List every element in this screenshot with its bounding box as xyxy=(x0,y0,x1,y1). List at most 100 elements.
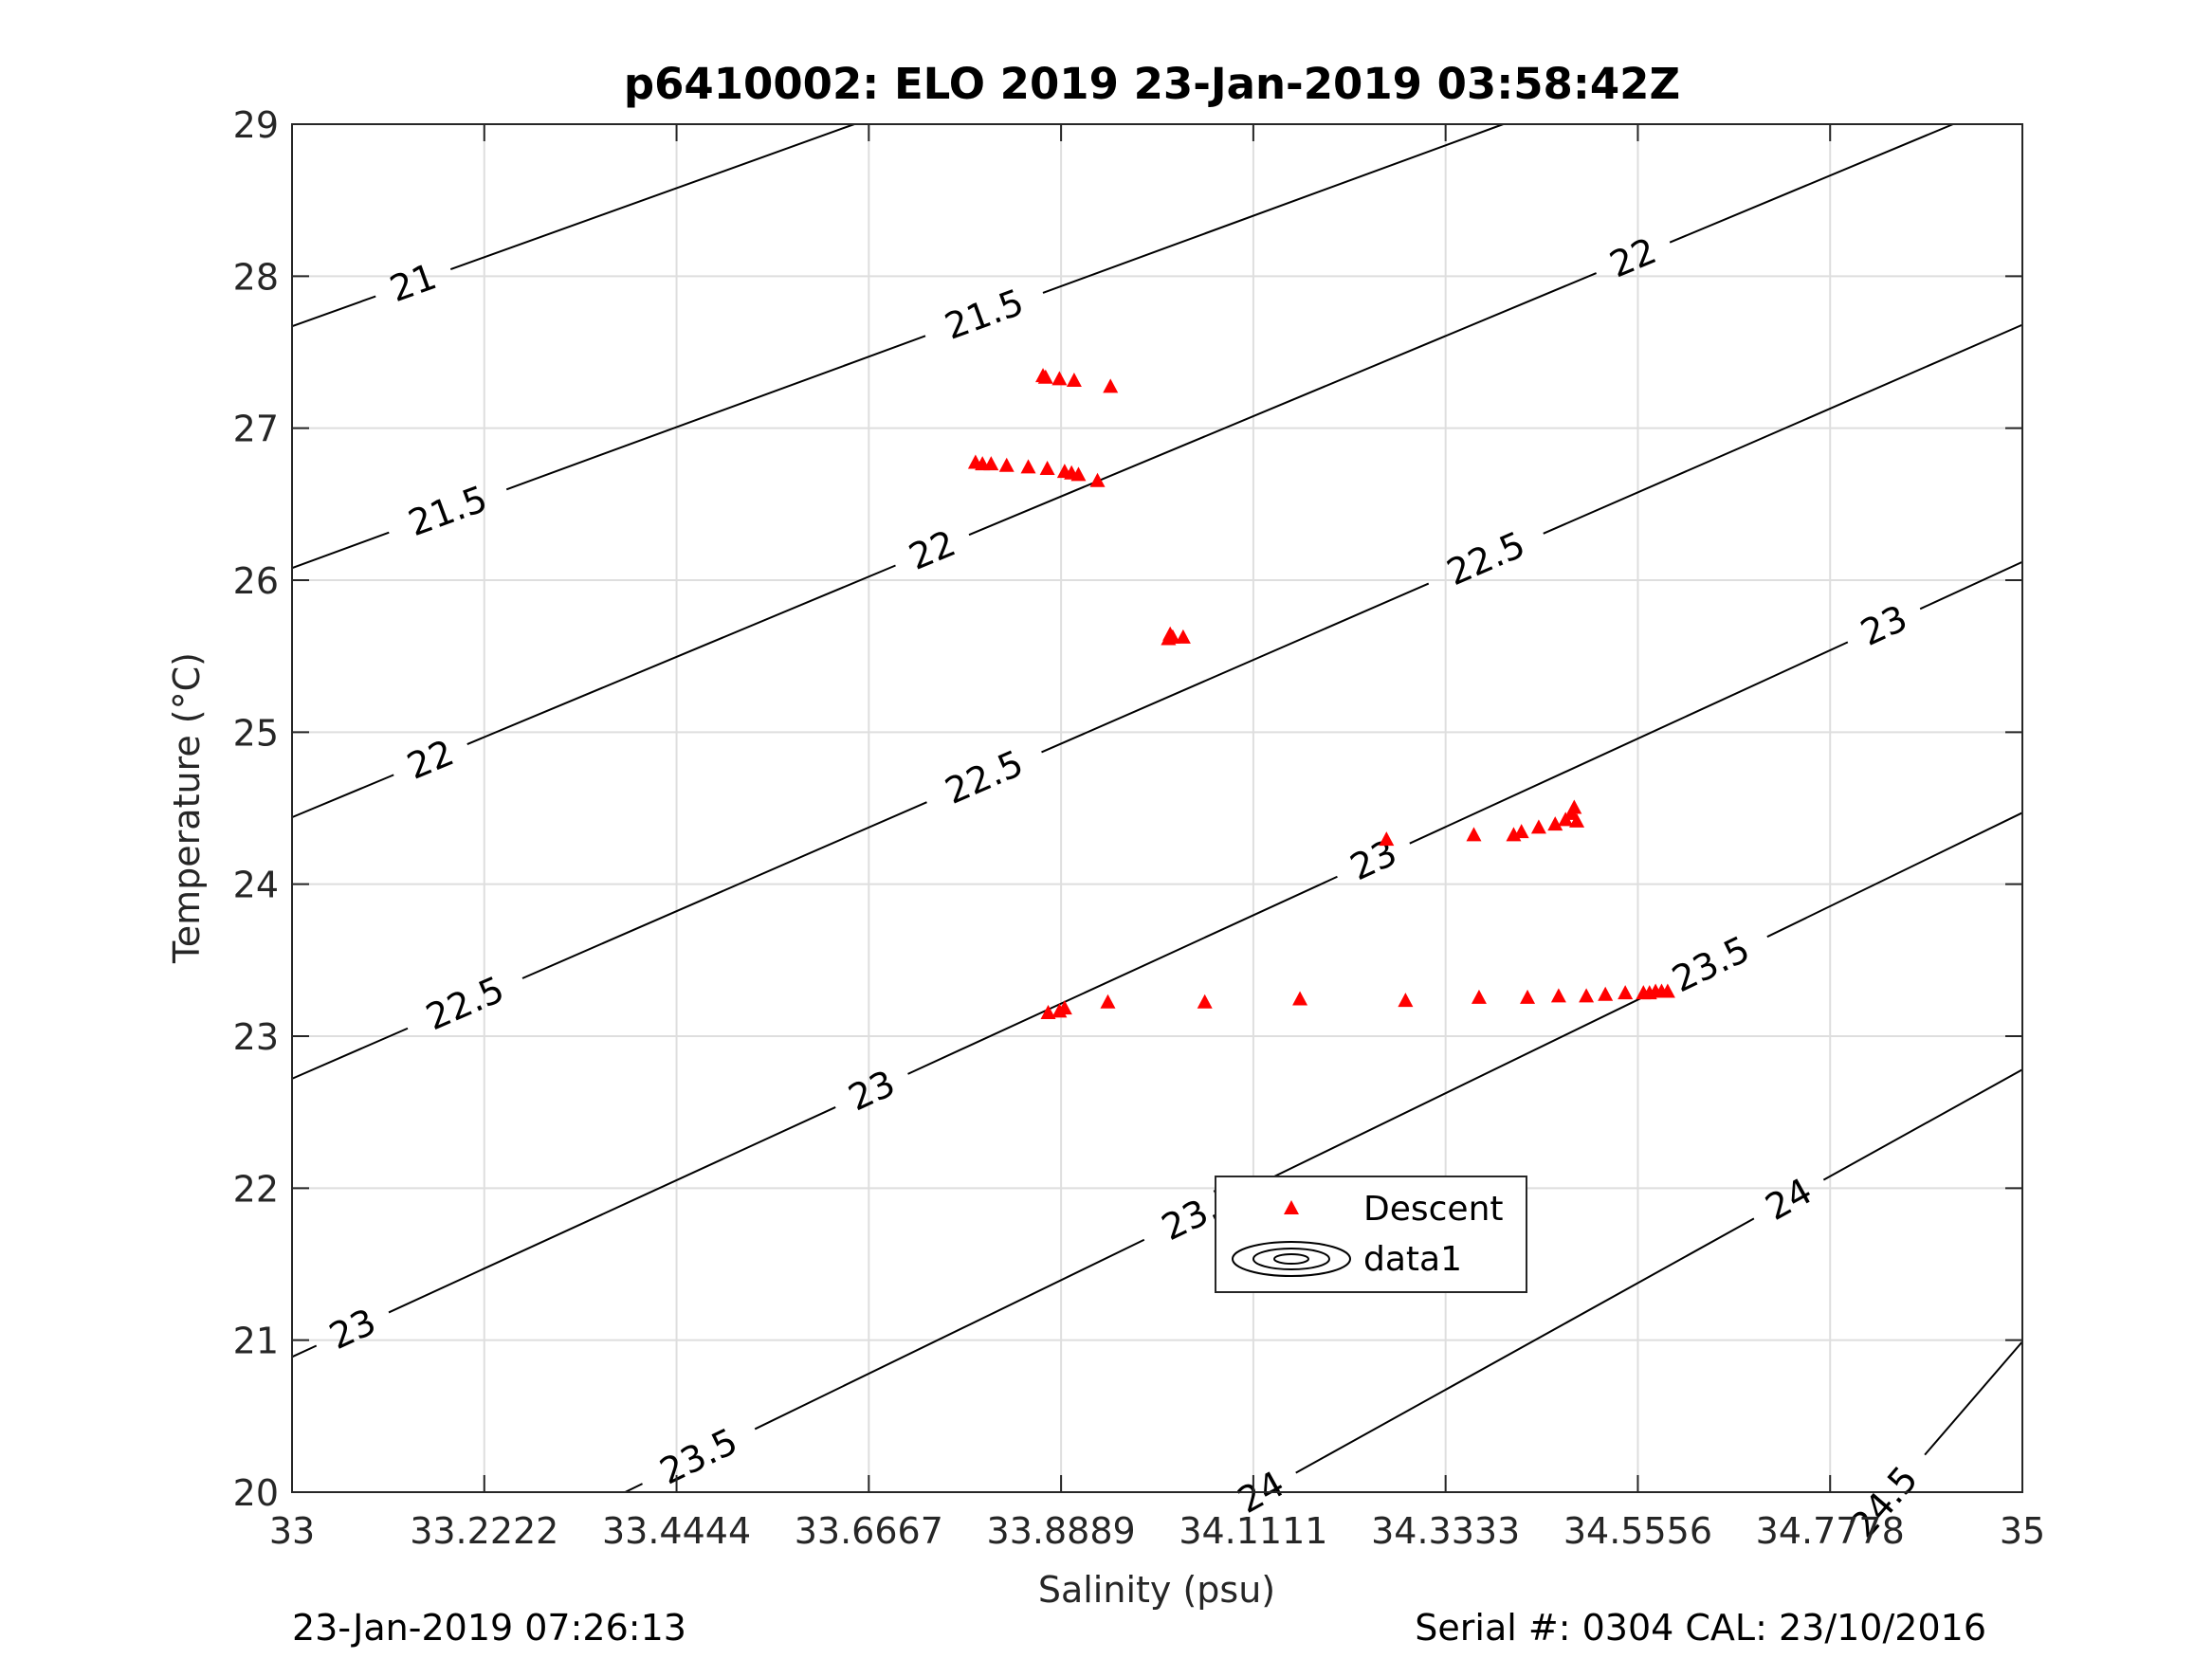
descent-point xyxy=(1103,378,1119,393)
descent-point xyxy=(1379,831,1395,847)
isopycnal-line xyxy=(1543,323,2023,535)
legend: Descent data1 xyxy=(1215,1176,1527,1293)
legend-descent-marker xyxy=(1284,1200,1299,1214)
descent-point xyxy=(1550,988,1566,1003)
isopycnal-label: 23 xyxy=(1344,831,1402,888)
x-tick-label: 35 xyxy=(2000,1510,2045,1552)
descent-point xyxy=(1039,460,1055,475)
descent-point xyxy=(1579,988,1595,1003)
legend-descent-label: Descent xyxy=(1363,1190,1504,1229)
isopycnal-line xyxy=(388,1106,836,1314)
isopycnal-label: 23 xyxy=(323,1301,382,1358)
descent-point xyxy=(1066,372,1082,387)
descent-point xyxy=(1197,994,1213,1009)
descent-point xyxy=(1040,1004,1056,1019)
isopycnal-line xyxy=(1766,811,2023,939)
x-tick-label: 34.5556 xyxy=(1563,1510,1712,1552)
x-tick-label: 33 xyxy=(269,1510,315,1552)
isopycnal-line xyxy=(291,774,394,819)
isopycnal-line xyxy=(1409,641,1849,845)
y-tick-label: 26 xyxy=(233,560,279,602)
descent-point xyxy=(1100,994,1116,1009)
descent-point xyxy=(1513,824,1529,839)
descent-point xyxy=(1037,369,1053,384)
density-contours: 21 21.5 21.5 22 22 22 22.5 22.5 22.5 23 23 23 23 23.5… xyxy=(291,123,2023,1546)
isopycnal-line xyxy=(291,295,376,328)
descent-point xyxy=(1530,819,1546,834)
footer-serial-cal: Serial #: 0304 CAL: 23/10/2016 xyxy=(1415,1607,1986,1649)
descent-point xyxy=(998,457,1015,472)
descent-point xyxy=(1175,629,1191,644)
isopycnal-label: 21.5 xyxy=(940,281,1030,347)
y-tick-label: 22 xyxy=(233,1168,279,1210)
isopycnal-line xyxy=(1042,123,1504,294)
isopycnal-line xyxy=(521,801,927,979)
isopycnal-line xyxy=(754,1238,1145,1431)
descent-point xyxy=(1547,816,1563,831)
isopycnal-line xyxy=(1919,560,2023,611)
isopycnal-line xyxy=(505,335,926,491)
isopycnal-label: 22 xyxy=(401,732,460,788)
x-axis-label: Salinity (psu) xyxy=(1038,1569,1275,1611)
isopycnal-label: 22.5 xyxy=(939,742,1029,812)
descent-point xyxy=(1569,812,1585,828)
isopycnal-line xyxy=(1669,123,1954,244)
isopycnal-label: 22 xyxy=(1604,229,1663,285)
isopycnal-line xyxy=(1041,582,1430,754)
isopycnal-label: 23.5 xyxy=(1666,928,1756,1001)
isopycnal-line xyxy=(1822,1068,2023,1181)
descent-point xyxy=(1020,459,1036,474)
isopycnal-line xyxy=(907,875,1338,1075)
x-tick-label: 33.8889 xyxy=(987,1510,1136,1552)
plot-area-frame xyxy=(291,123,2023,1493)
chart-title: p6410002: ELO 2019 23-Jan-2019 03:58:42Z xyxy=(624,59,1680,109)
footer-timestamp: 23-Jan-2019 07:26:13 xyxy=(292,1607,686,1649)
isopycnal-line xyxy=(291,1344,318,1358)
isopycnal-label: 23 xyxy=(842,1062,901,1119)
descent-point xyxy=(1056,1000,1072,1015)
isopycnal-label: 22.5 xyxy=(420,968,510,1038)
descent-point xyxy=(1566,799,1582,814)
y-tick-label: 25 xyxy=(233,712,279,754)
isopycnal-line xyxy=(624,1483,643,1493)
isopycnal-label: 23 xyxy=(1855,597,1913,654)
isopycnal-line xyxy=(291,1027,409,1080)
legend-box xyxy=(1215,1176,1527,1293)
isopycnal-label: 23.5 xyxy=(653,1420,743,1493)
descent-point xyxy=(1161,630,1177,646)
descent-point xyxy=(1070,466,1087,482)
descent-points xyxy=(967,368,1675,1019)
x-tick-label: 34.1111 xyxy=(1179,1510,1327,1552)
x-axis-ticks: 33 33.2222 33.4444 33.6667 33.8889 34.1111 34.… xyxy=(269,124,2045,1552)
grid-lines xyxy=(292,124,2022,1492)
isopycnal-label: 22.5 xyxy=(1441,523,1531,593)
descent-point xyxy=(983,456,999,471)
y-axis-ticks: 20 21 22 23 24 25 26 27 28 29 xyxy=(233,104,2022,1514)
isopycnal-line xyxy=(968,272,1597,537)
isopycnal-line xyxy=(291,531,390,570)
y-tick-label: 27 xyxy=(233,409,279,450)
x-tick-label: 33.2222 xyxy=(410,1510,558,1552)
descent-point xyxy=(1466,827,1482,842)
y-tick-label: 28 xyxy=(233,256,279,298)
isopycnal-line xyxy=(1295,1217,1755,1474)
descent-point xyxy=(1471,989,1487,1004)
x-tick-label: 33.4444 xyxy=(602,1510,751,1552)
descent-point xyxy=(1520,989,1536,1004)
y-tick-label: 20 xyxy=(233,1472,279,1514)
x-tick-label: 33.6667 xyxy=(795,1510,943,1552)
descent-point xyxy=(1398,993,1414,1008)
y-tick-label: 29 xyxy=(233,104,279,146)
descent-point xyxy=(1659,983,1675,998)
y-tick-label: 24 xyxy=(233,865,279,906)
descent-point xyxy=(1618,985,1634,1000)
isopycnal-label: 22 xyxy=(903,522,961,578)
descent-point xyxy=(1051,371,1068,386)
isopycnal-line xyxy=(466,564,896,745)
descent-point xyxy=(1598,986,1614,1001)
isopycnal-label: 21 xyxy=(385,255,442,310)
x-tick-label: 34.7778 xyxy=(1756,1510,1905,1552)
descent-point xyxy=(1089,472,1106,487)
descent-point xyxy=(1292,991,1308,1006)
